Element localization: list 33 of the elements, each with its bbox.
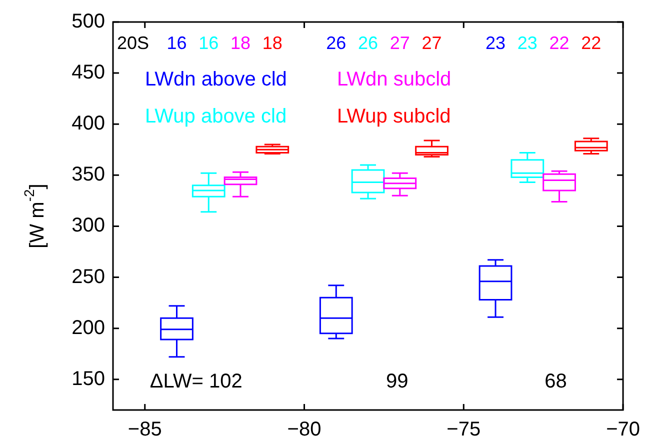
text: 27	[390, 32, 410, 53]
series-label: LWup subcld	[337, 106, 451, 128]
text: 27	[422, 32, 442, 53]
annotation: 20S	[117, 32, 150, 53]
text: LWup above cld	[145, 106, 287, 128]
text: 26	[358, 32, 378, 53]
annotation: 68	[544, 370, 567, 393]
text: LWdn subcld	[337, 68, 452, 91]
text: 22	[549, 32, 570, 53]
text: 22	[581, 32, 602, 53]
text: 26	[326, 32, 346, 53]
y-tick-label: 400	[72, 112, 105, 135]
text: 23	[486, 32, 506, 53]
text: 16	[166, 32, 187, 53]
text: 18	[230, 32, 251, 53]
annotation: ΔLW= 102	[150, 370, 242, 393]
x-tick-label: −70	[606, 418, 640, 441]
text: LWdn above cld	[145, 68, 287, 91]
x-tick-label: −85	[128, 418, 162, 441]
text: 23	[517, 32, 538, 53]
text: 16	[198, 32, 219, 53]
text: 18	[262, 32, 282, 53]
x-tick-label: −80	[287, 418, 322, 441]
y-tick-label: 300	[72, 214, 105, 237]
y-axis-title: [W m-2]	[20, 184, 49, 248]
y-tick-label: 150	[72, 368, 105, 390]
y-tick-label: 500	[72, 10, 105, 33]
y-tick-label: 200	[72, 316, 105, 339]
annotation: 99	[386, 370, 408, 393]
y-tick-label: 250	[72, 266, 105, 288]
y-tick-label: 450	[72, 62, 105, 84]
y-tick-label: 350	[72, 164, 105, 186]
x-tick-label: −75	[446, 418, 481, 441]
